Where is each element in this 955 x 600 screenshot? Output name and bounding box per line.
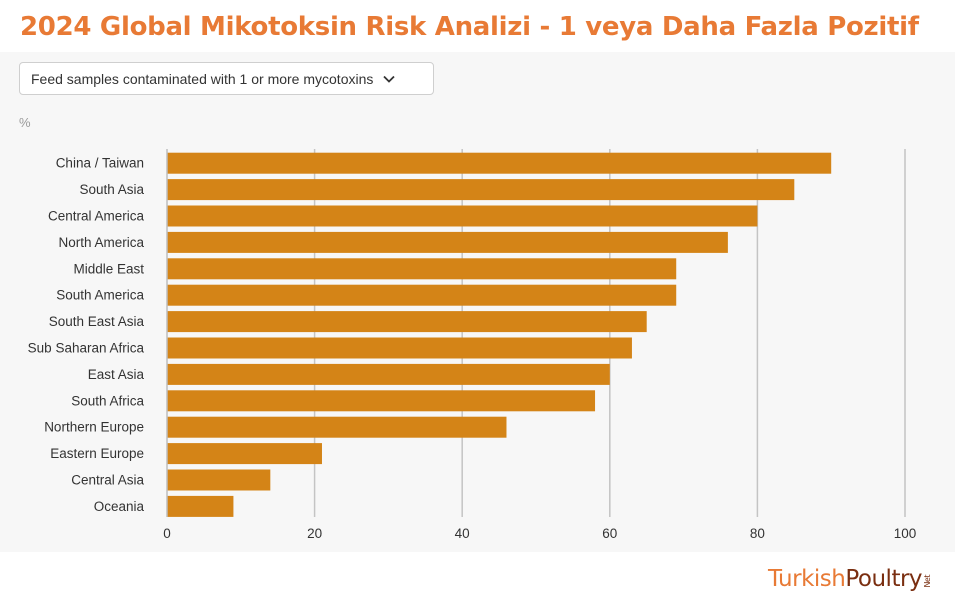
bar (167, 390, 596, 412)
category-label: Oceania (94, 499, 145, 514)
logo-text-poultry: Poultry (845, 566, 923, 592)
bar (167, 469, 271, 491)
category-label: Central Asia (71, 473, 144, 488)
bar (167, 311, 647, 333)
unit-label: % (19, 115, 31, 130)
bar (167, 443, 322, 465)
bar (167, 495, 234, 517)
bar (167, 284, 677, 306)
bar (167, 205, 758, 227)
bar (167, 152, 832, 174)
bar (167, 231, 728, 253)
category-label: South Asia (79, 182, 144, 197)
category-label: East Asia (88, 367, 145, 382)
x-tick-label: 20 (307, 526, 322, 541)
x-tick-label: 0 (163, 526, 171, 541)
category-label: Northern Europe (44, 420, 144, 435)
category-label: Central America (48, 209, 145, 224)
category-label: South Africa (71, 393, 144, 408)
chevron-down-icon (383, 75, 396, 83)
logo-text-net: Net (923, 575, 933, 588)
category-label: China / Taiwan (56, 156, 144, 171)
bar (167, 179, 795, 201)
bar (167, 258, 677, 280)
dropdown-label: Feed samples contaminated with 1 or more… (31, 70, 374, 87)
category-label: South America (56, 288, 144, 303)
bar (167, 363, 610, 385)
x-tick-label: 80 (750, 526, 765, 541)
category-label: North America (58, 235, 144, 250)
bar (167, 337, 632, 359)
x-tick-label: 100 (894, 526, 917, 541)
bar (167, 416, 507, 438)
x-tick-label: 40 (455, 526, 470, 541)
logo-text-turkish: Turkish (768, 566, 846, 592)
turkish-poultry-logo: Turkish Poultry Net (768, 560, 932, 592)
category-label: South East Asia (49, 314, 145, 329)
category-label: Eastern Europe (50, 446, 144, 461)
footer-strip (0, 552, 955, 600)
category-label: Sub Saharan Africa (28, 341, 145, 356)
category-label: Middle East (73, 261, 144, 276)
x-tick-label: 60 (602, 526, 617, 541)
page-title: 2024 Global Mikotoksin Risk Analizi - 1 … (20, 12, 919, 42)
mycotoxin-filter-dropdown[interactable]: Feed samples contaminated with 1 or more… (19, 62, 434, 95)
